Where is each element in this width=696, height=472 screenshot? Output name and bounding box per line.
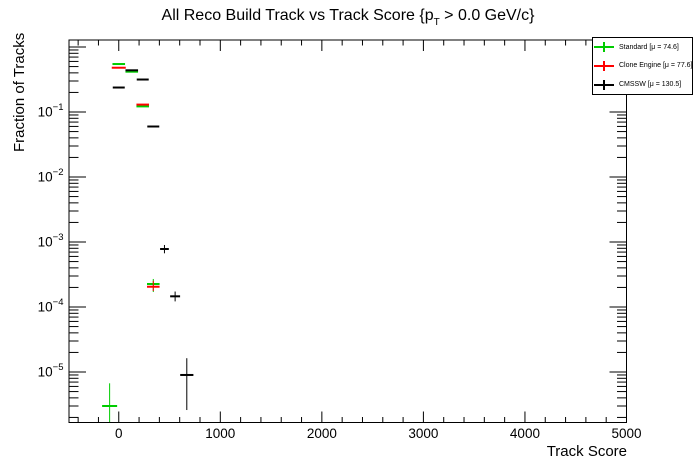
legend-item-0: Standard [μ = 74.6] <box>593 38 692 56</box>
y-tick-label: 10−5 <box>38 362 64 380</box>
x-tick-label: 0 <box>115 426 123 441</box>
x-tick-label: 2000 <box>307 426 337 441</box>
plot-title-subscript: T <box>433 17 440 28</box>
legend-label: CMSSW [μ = 130.5] <box>619 81 682 89</box>
plot-frame <box>68 39 627 423</box>
legend-cross-marker-icon <box>593 78 617 92</box>
x-tick-label: 1000 <box>205 426 235 441</box>
y-axis-ticks <box>69 46 627 418</box>
legend-item-2: CMSSW [μ = 130.5] <box>593 76 692 94</box>
y-tick-label: 10−1 <box>38 102 64 120</box>
series-clone-engine <box>111 66 160 292</box>
x-tick-label: 5000 <box>611 426 641 441</box>
y-axis-labels: 10−1 10−2 10−3 10−4 10−5 <box>38 102 64 380</box>
series-standard <box>102 63 160 423</box>
x-axis-ticks <box>77 40 627 423</box>
x-axis-labels: 0 1000 2000 3000 4000 5000 <box>115 426 642 441</box>
plot-title-text: All Reco Build Track vs Track Score {p <box>161 7 434 24</box>
legend-label: Clone Engine [μ = 77.6] <box>619 62 693 70</box>
y-tick-label: 10−3 <box>38 232 64 250</box>
legend-cross-marker-icon <box>593 40 617 54</box>
legend-cross-marker-icon <box>593 59 617 73</box>
legend: Standard [μ = 74.6] Clone Engine [μ = 77.… <box>592 37 693 95</box>
legend-item-1: Clone Engine [μ = 77.6] <box>593 57 693 75</box>
y-tick-label: 10−4 <box>38 297 64 315</box>
x-tick-label: 3000 <box>408 426 438 441</box>
plot-title: All Reco Build Track vs Track Score {pT … <box>0 7 696 28</box>
plot-title-text-post: > 0.0 GeV/c} <box>439 7 535 24</box>
y-tick-label: 10−2 <box>38 167 64 185</box>
legend-label: Standard [μ = 74.6] <box>619 43 679 51</box>
series-cmssw <box>112 69 194 411</box>
x-tick-label: 4000 <box>510 426 540 441</box>
x-axis-title: Track Score <box>546 443 627 460</box>
